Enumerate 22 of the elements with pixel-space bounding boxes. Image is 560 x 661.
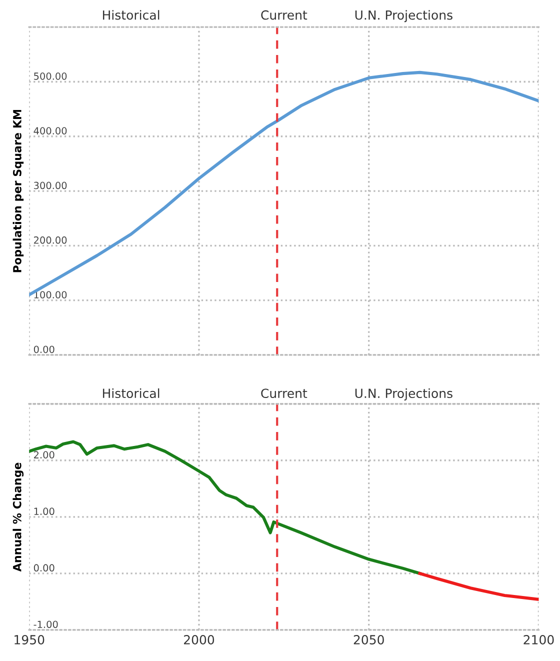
- text: U.N. Projections: [355, 10, 452, 22]
- text: U.N. Projections: [355, 388, 452, 400]
- y-tick-label: 400.00: [34, 127, 67, 135]
- y-tick-label: 100.00: [34, 291, 67, 298]
- text: Current: [261, 10, 308, 20]
- y-tick-label: 200.00: [34, 236, 67, 244]
- y-tick-label: 500.00: [34, 72, 67, 80]
- x-tick-label: 2050: [354, 635, 384, 644]
- x-tick-label: 2000: [184, 635, 214, 644]
- text: Historical: [102, 388, 160, 398]
- x-tick-label: 1950: [14, 635, 44, 644]
- y-axis-title: Population per Square KM: [12, 110, 24, 272]
- text: Current: [261, 388, 308, 398]
- text: Historical: [102, 10, 160, 20]
- y-axis-title: Annual % Change: [12, 462, 24, 572]
- y-tick-label: 0.00: [34, 346, 54, 354]
- y-tick-label: 2.00: [34, 451, 54, 459]
- y-tick-label: 1.00: [34, 508, 54, 516]
- y-tick-label: 0.00: [34, 564, 54, 572]
- x-tick-label: 2100: [524, 635, 554, 644]
- y-tick-label: -1.00: [34, 620, 58, 628]
- y-tick-label: 300.00: [34, 182, 67, 190]
